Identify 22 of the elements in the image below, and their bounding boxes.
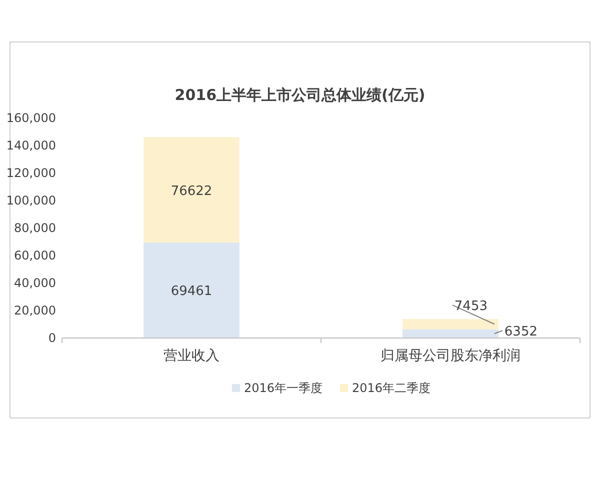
data-label: 6352 bbox=[504, 324, 538, 340]
y-tick-label: 140,000 bbox=[6, 138, 56, 152]
y-tick-label: 40,000 bbox=[14, 276, 56, 290]
y-tick-label: 0 bbox=[48, 331, 56, 345]
bar bbox=[402, 329, 498, 338]
y-tick-label: 20,000 bbox=[14, 304, 56, 318]
y-tick-label: 160,000 bbox=[6, 111, 56, 125]
data-label: 7453 bbox=[454, 299, 488, 314]
bar bbox=[144, 242, 240, 338]
data-label: 69461 bbox=[170, 284, 212, 300]
legend-label: 2016年二季度 bbox=[352, 381, 431, 395]
bar bbox=[144, 137, 240, 242]
y-tick-label: 120,000 bbox=[6, 166, 56, 180]
y-tick-label: 100,000 bbox=[6, 194, 56, 208]
bar bbox=[402, 319, 498, 330]
x-tick-label: 营业收入 bbox=[164, 348, 220, 364]
y-tick-label: 80,000 bbox=[14, 221, 56, 235]
y-tick-label: 60,000 bbox=[14, 248, 56, 262]
x-tick-label: 归属母公司股东净利润 bbox=[380, 348, 520, 364]
legend-label: 2016年一季度 bbox=[244, 381, 323, 395]
data-label: 76622 bbox=[170, 184, 212, 199]
chart-title: 2016上半年上市公司总体业绩(亿元) bbox=[174, 86, 426, 104]
